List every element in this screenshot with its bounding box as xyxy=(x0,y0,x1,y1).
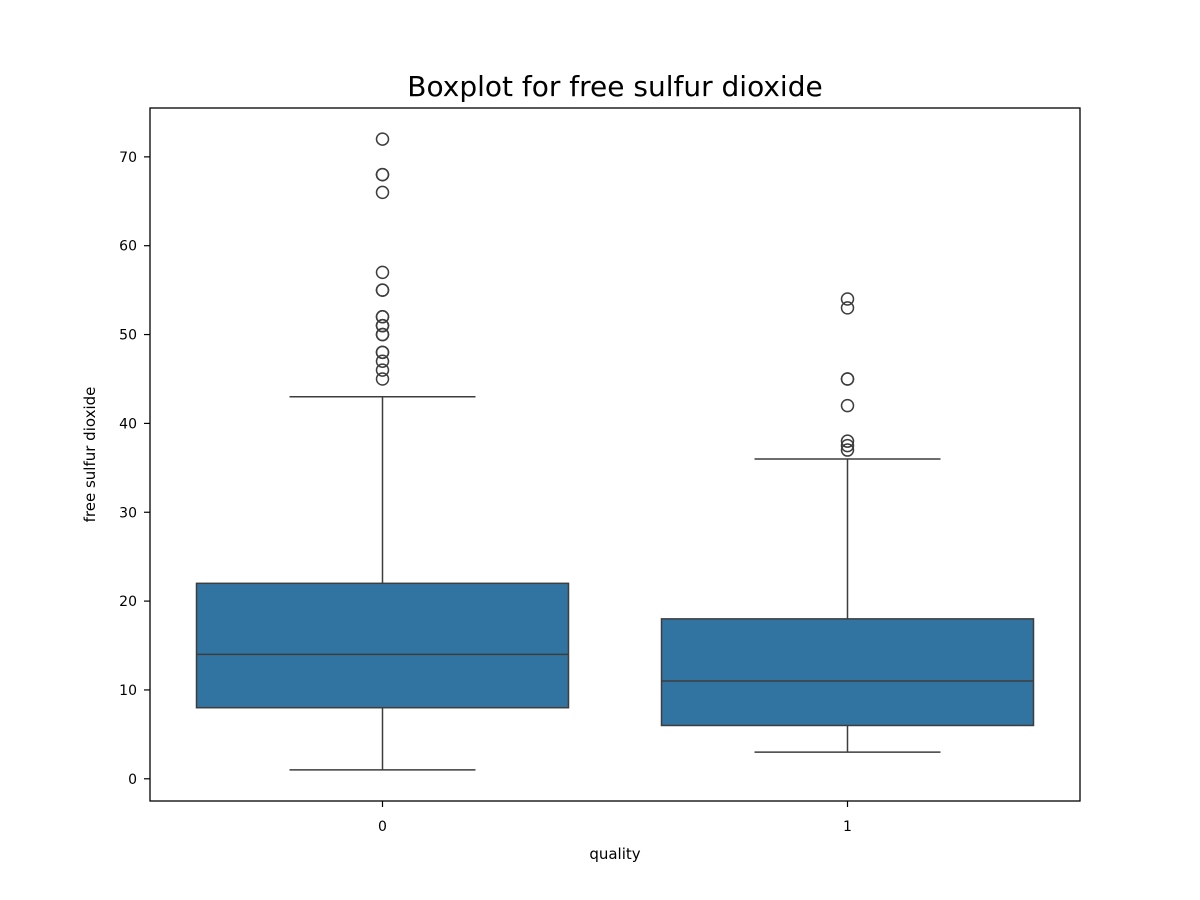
outlier-point xyxy=(375,354,390,368)
outlier-point xyxy=(840,443,855,457)
y-tick-label: 10 xyxy=(119,683,137,699)
outlier-point xyxy=(375,310,390,324)
x-tick-label: 1 xyxy=(843,819,852,835)
outlier-point xyxy=(840,372,855,386)
x-axis-label: quality xyxy=(589,845,640,863)
outlier-point xyxy=(840,434,855,448)
outlier-point xyxy=(375,327,390,342)
box xyxy=(195,582,570,709)
outlier-point xyxy=(375,167,390,182)
box-group-0 xyxy=(195,132,570,771)
y-tick-label: 40 xyxy=(119,416,137,432)
outlier-point xyxy=(375,283,390,297)
outlier-point xyxy=(375,185,390,200)
y-tick-label: 60 xyxy=(119,239,137,255)
outlier-point xyxy=(375,372,390,386)
y-tick-label: 0 xyxy=(128,772,137,788)
y-tick-label: 30 xyxy=(119,505,137,521)
outlier-point xyxy=(375,363,390,377)
chart-title: Boxplot for free sulfur dioxide xyxy=(407,70,822,103)
outlier-point xyxy=(840,398,855,413)
outlier-point xyxy=(375,132,390,146)
y-axis-label: free sulfur dioxide xyxy=(81,387,99,523)
outlier-point xyxy=(375,345,390,360)
outlier-point xyxy=(375,265,390,280)
y-tick-label: 70 xyxy=(119,150,137,166)
box-group-1 xyxy=(660,292,1035,753)
outlier-point xyxy=(840,438,855,453)
x-tick-label: 0 xyxy=(378,819,387,835)
box xyxy=(660,618,1035,727)
plot-frame xyxy=(149,107,1081,802)
y-tick-label: 20 xyxy=(119,594,137,610)
outlier-point xyxy=(840,292,855,306)
outlier-point xyxy=(840,301,855,315)
outlier-point xyxy=(375,318,390,333)
y-axis: 0 10 20 30 40 50 60 70 xyxy=(119,150,150,788)
plot-area xyxy=(195,132,1035,771)
y-tick-label: 50 xyxy=(119,328,137,344)
